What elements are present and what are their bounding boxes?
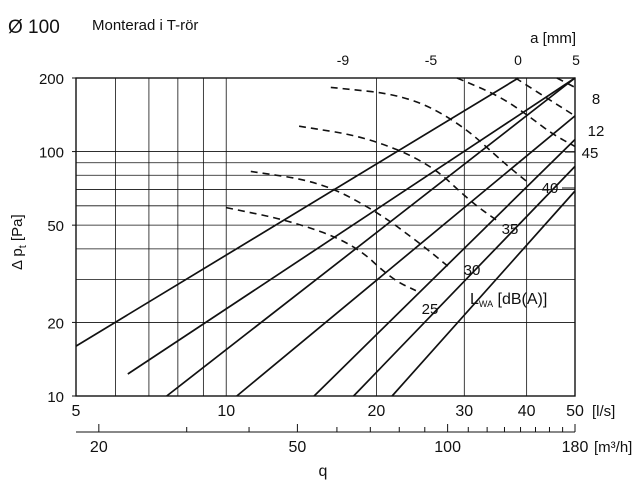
damper-line-3 <box>236 115 576 397</box>
secondary-tick-label: 20 <box>90 439 108 456</box>
sound-level-label-30: 30 <box>464 262 481 279</box>
y-tick-label: 200 <box>39 71 64 88</box>
damper-line-6 <box>391 190 576 397</box>
damper-line-2 <box>166 77 576 397</box>
x-axis-label: q <box>319 463 328 480</box>
sound-curve-12 <box>515 77 576 117</box>
damper-line-0 <box>75 77 519 347</box>
sound-curve-45 <box>456 77 576 148</box>
sound-curve-30 <box>250 170 449 267</box>
sound-curve-40 <box>330 86 530 185</box>
x-tick-label: 40 <box>518 403 536 420</box>
x-tick-label: 5 <box>72 403 81 420</box>
diameter-label: Ø 100 <box>8 17 60 38</box>
chart-subtitle: Monterad i T-rör <box>92 17 198 34</box>
x-unit-label: [l/s] <box>592 403 615 420</box>
plot-frame <box>75 77 576 397</box>
y-tick-label: 20 <box>47 315 64 332</box>
damper-top-label: -9 <box>337 52 350 68</box>
sound-level-label-40: 40 <box>542 180 559 197</box>
x-tick-label: 30 <box>455 403 473 420</box>
x-tick-label: 20 <box>368 403 386 420</box>
secondary-unit-label: [m³/h] <box>594 439 632 456</box>
secondary-tick-label: 50 <box>289 439 307 456</box>
y-axis-label: Δ pt [Pa] <box>9 214 29 270</box>
damper-axis-label: a [mm] <box>530 30 576 47</box>
x-tick-label: 50 <box>566 403 584 420</box>
y-tick-label: 50 <box>47 218 64 235</box>
sound-curve-25 <box>226 206 417 292</box>
y-tick-label: 100 <box>39 145 64 162</box>
damper-top-label: 0 <box>514 52 522 68</box>
sound-level-label-25: 25 <box>422 301 439 318</box>
y-tick-label: 10 <box>47 389 64 406</box>
sound-curve-35 <box>298 125 499 222</box>
sound-level-label-12: 12 <box>588 123 605 140</box>
secondary-tick-label: 100 <box>434 439 461 456</box>
secondary-tick-label: 180 <box>562 439 589 456</box>
damper-line-4 <box>313 138 576 397</box>
x-tick-label: 10 <box>217 403 235 420</box>
sound-level-label-45: 45 <box>582 145 599 162</box>
damper-line-1 <box>127 77 576 375</box>
damper-top-label: -5 <box>425 52 438 68</box>
sound-axis-label: LWA [dB(A)] <box>470 291 547 309</box>
damper-line-5 <box>352 165 576 397</box>
sound-level-label-8: 8 <box>592 91 600 108</box>
damper-top-label: 5 <box>572 52 580 68</box>
sound-level-label-35: 35 <box>502 221 519 238</box>
